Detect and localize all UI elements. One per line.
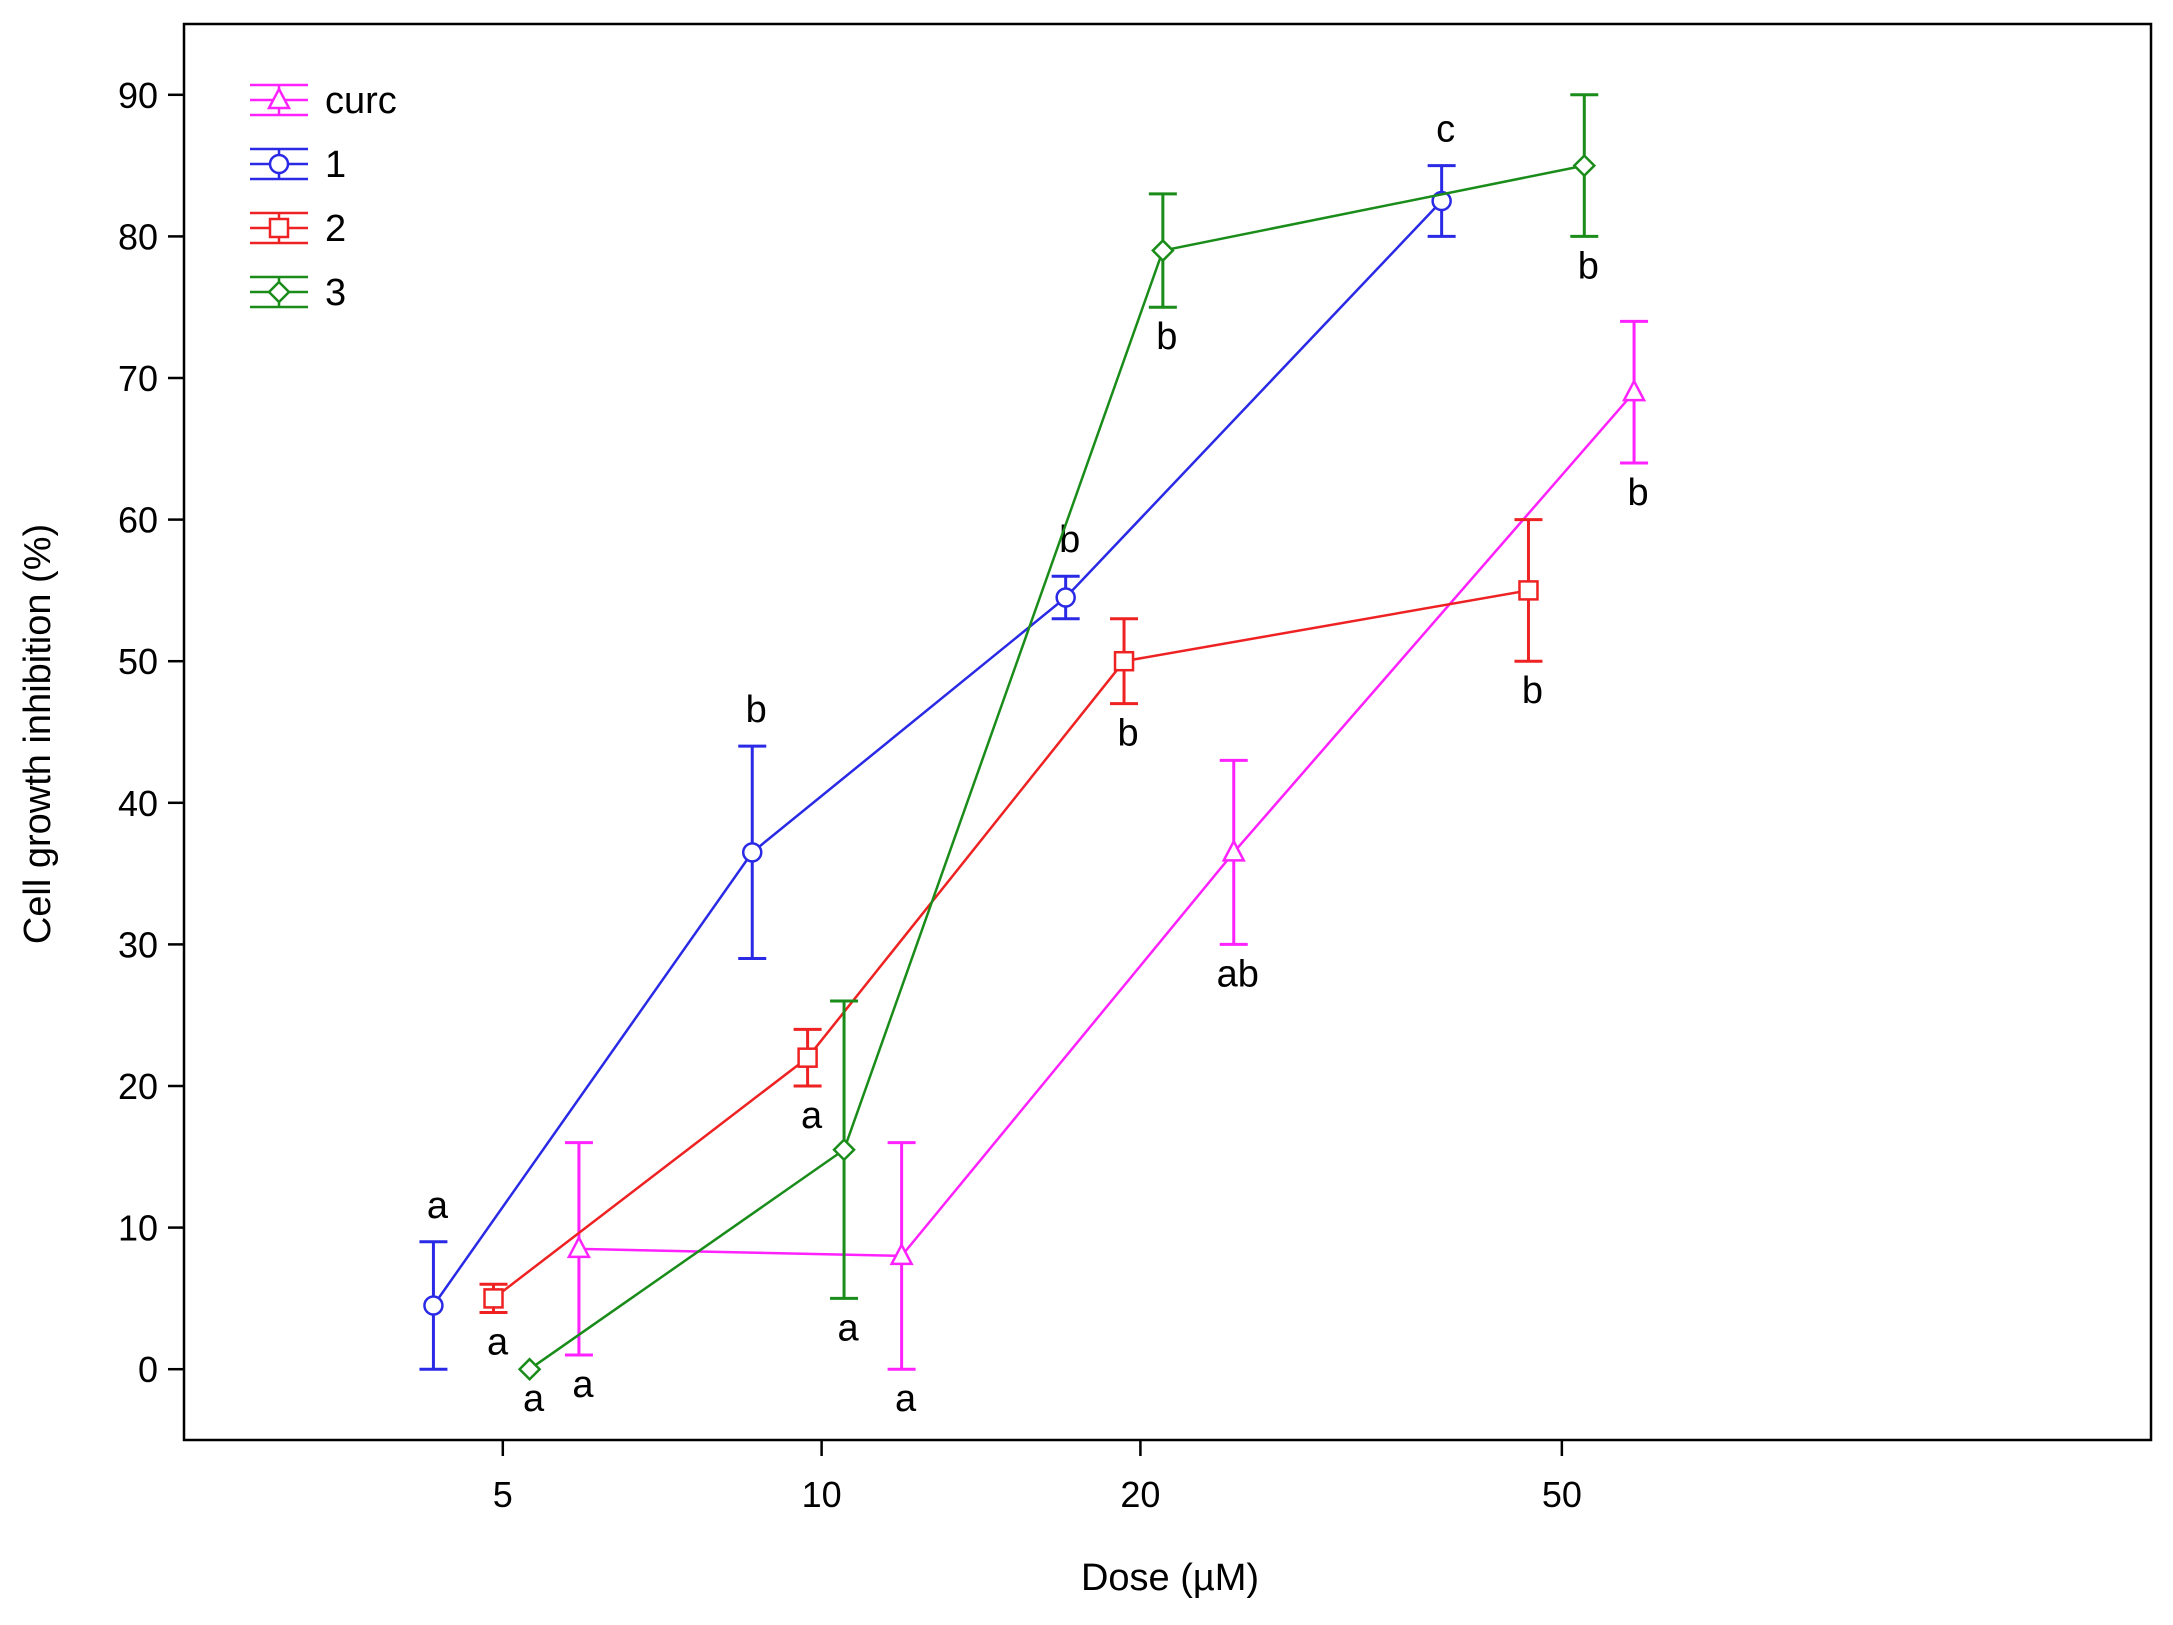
y-tick-label-60: 60 — [118, 500, 158, 541]
y-tick-label-20: 20 — [118, 1066, 158, 1107]
y-tick-label-0: 0 — [138, 1349, 158, 1390]
significance-label: b — [1627, 472, 1648, 514]
x-tick-label-20: 20 — [1120, 1474, 1160, 1515]
data-point — [741, 842, 763, 863]
significance-label: b — [1578, 245, 1599, 287]
significance-label: a — [523, 1378, 545, 1420]
y-tick-label-70: 70 — [118, 358, 158, 399]
data-point — [483, 1288, 504, 1309]
y-axis-title: Cell growth inhibition (%) — [17, 524, 59, 944]
data-point — [1113, 650, 1135, 672]
data-point — [832, 1137, 856, 1162]
legend-item-3: 3 — [250, 272, 346, 314]
x-axis: 5 10 20 50 — [493, 1440, 1582, 1515]
legend-marker — [267, 280, 291, 304]
legend-item-1: 1 — [250, 144, 346, 186]
legend: curc 1 2 3 — [250, 80, 397, 314]
y-tick-label-30: 30 — [118, 924, 158, 965]
significance-label: a — [895, 1378, 917, 1420]
data-point — [1055, 587, 1076, 608]
series-line-1 — [432, 200, 1443, 1307]
data-point — [423, 1295, 444, 1316]
significance-label: a — [427, 1185, 449, 1227]
significance-label: b — [1117, 713, 1138, 755]
series-line-2 — [492, 589, 1529, 1300]
data-point — [1518, 580, 1539, 601]
significance-label: a — [801, 1095, 823, 1137]
data-point — [1572, 153, 1597, 178]
x-tick-label-5: 5 — [493, 1474, 513, 1515]
legend-marker — [268, 153, 290, 175]
data-point — [566, 1235, 592, 1259]
data-point — [1151, 238, 1175, 263]
data-point — [889, 1242, 914, 1266]
legend-label: curc — [325, 80, 397, 122]
significance-label: a — [487, 1322, 509, 1364]
data-point — [1621, 378, 1647, 402]
significance-label: a — [572, 1364, 594, 1406]
y-tick-label-40: 40 — [118, 783, 158, 824]
data-point — [797, 1047, 818, 1068]
significance-label: b — [1522, 670, 1543, 712]
legend-item-2: 2 — [250, 208, 346, 250]
legend-marker — [268, 217, 290, 239]
legend-label: 3 — [325, 272, 346, 314]
y-tick-label-50: 50 — [118, 641, 158, 682]
legend-label: 2 — [325, 208, 346, 250]
x-axis-title: Dose (µM) — [1081, 1557, 1259, 1599]
significance-label: b — [1156, 316, 1177, 358]
x-tick-label-50: 50 — [1542, 1474, 1582, 1515]
legend-marker — [266, 86, 292, 110]
y-axis: 0 10 20 30 40 50 60 70 80 90 — [118, 75, 184, 1390]
significance-label: b — [746, 689, 767, 731]
series-line-curc — [578, 391, 1636, 1258]
y-tick-label-90: 90 — [118, 75, 158, 116]
data-point — [517, 1357, 542, 1381]
series-line-3 — [528, 164, 1585, 1371]
legend-item-curc: curc — [250, 80, 397, 122]
significance-label: b — [1059, 519, 1080, 561]
legend-label: 1 — [325, 144, 346, 186]
x-tick-label-10: 10 — [802, 1474, 842, 1515]
plot-frame — [182, 22, 2153, 1442]
significance-label: a — [837, 1307, 859, 1349]
y-tick-label-80: 80 — [118, 216, 158, 257]
y-tick-label-10: 10 — [118, 1208, 158, 1249]
data-point — [1221, 838, 1246, 862]
significance-label: ab — [1217, 953, 1259, 995]
significance-label: c — [1436, 109, 1455, 151]
